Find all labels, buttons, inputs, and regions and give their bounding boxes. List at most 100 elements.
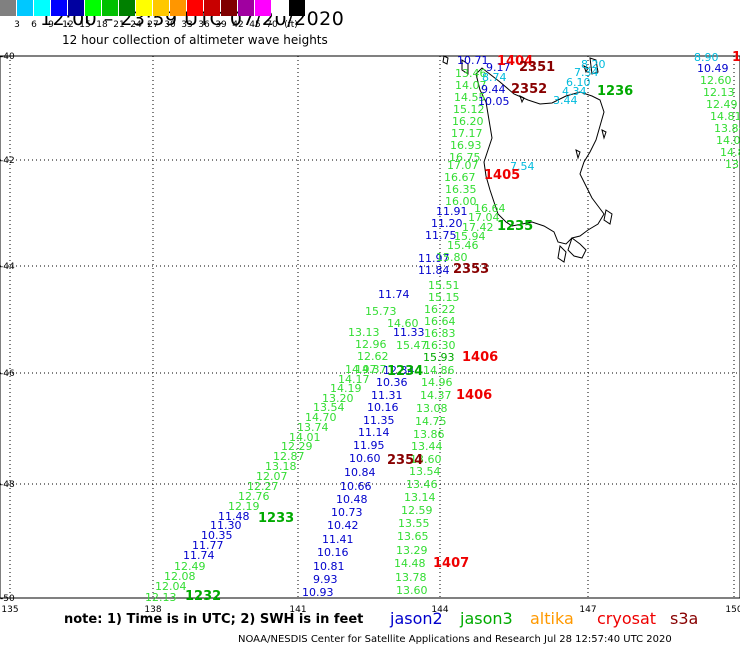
wave-height-value: 7.54 xyxy=(510,160,535,173)
wave-height-value: 8.90 xyxy=(694,51,719,64)
tasmania-coastline xyxy=(442,55,613,263)
wave-height-value: 12.29 xyxy=(281,440,313,453)
wave-height-value: 11.84 xyxy=(418,264,450,277)
pass-label: 1232 xyxy=(185,589,222,604)
scale-swatch xyxy=(204,0,220,16)
scale-swatch xyxy=(153,0,169,16)
wave-height-value: 12.08 xyxy=(164,570,196,583)
wave-height-value: 9.17 xyxy=(486,61,511,74)
lat-tick-label: -46 xyxy=(0,369,15,379)
wave-height-value: 15.47 xyxy=(396,339,428,352)
lon-tick-label: 150 xyxy=(725,605,740,615)
scale-label: 12 xyxy=(62,20,74,30)
legend-item-jason2: jason2 xyxy=(390,609,443,628)
wave-height-value: 13.46 xyxy=(455,67,487,80)
wave-height-value: 15.73 xyxy=(365,305,397,318)
wave-height-value: 16.64 xyxy=(424,315,456,328)
wave-height-value: 13.46 xyxy=(406,478,438,491)
wave-height-value: 8.74 xyxy=(482,71,507,84)
pass-label: 1234 xyxy=(387,364,424,379)
wave-height-value: 13.65 xyxy=(397,530,429,543)
wave-height-value: 10.81 xyxy=(313,560,345,573)
tasmania-outline xyxy=(475,67,605,245)
wave-height-value: 10.16 xyxy=(367,401,399,414)
wave-height-value: 4.34 xyxy=(562,85,587,98)
scale-swatch xyxy=(0,0,16,16)
wave-height-value: 10.71 xyxy=(457,54,489,67)
wave-height-value: 15.80 xyxy=(436,251,468,264)
legend-item-cryosat: cryosat xyxy=(597,609,657,628)
wave-height-value: 15.15 xyxy=(428,291,460,304)
wave-height-value: 6.10 xyxy=(566,76,591,89)
scale-swatch xyxy=(17,0,33,16)
wave-height-value: 14.55 xyxy=(454,91,486,104)
wave-height-value: 11.95 xyxy=(353,439,385,452)
wave-height-value: 16.35 xyxy=(445,183,477,196)
wave-height-value: 17.42 xyxy=(462,221,494,234)
pass-label: 1406 xyxy=(456,388,493,403)
wave-height-value: 17.07 xyxy=(447,159,479,172)
scale-swatch xyxy=(102,0,118,16)
scale-label: 21 xyxy=(113,20,125,30)
wave-height-value: 13.18 xyxy=(265,460,297,473)
maria-island xyxy=(603,209,613,225)
wave-height-value: 12.76 xyxy=(238,490,270,503)
wave-height-value: 11.75 xyxy=(425,229,457,242)
wave-height-value: 11.33 xyxy=(393,326,425,339)
footer-credit: NOAA/NESDIS Center for Satellite Applica… xyxy=(238,634,672,645)
wave-height-value: 15.94 xyxy=(454,230,486,243)
pass-label: 1404 xyxy=(497,54,534,69)
king-island xyxy=(461,59,469,75)
scale-label: 6 xyxy=(31,20,37,30)
wave-height-value: 12.59 xyxy=(401,504,433,517)
wave-height-value: 7.34 xyxy=(574,66,599,79)
wave-height-value: 13.08 xyxy=(416,402,448,415)
wave-height-value: 16.93 xyxy=(450,139,482,152)
wave-height-value: 11.14 xyxy=(358,426,390,439)
scale-label: 9 xyxy=(48,20,54,30)
lon-tick-label: 144 xyxy=(431,605,448,615)
legend-item-jason3: jason3 xyxy=(460,609,513,628)
pass-label: 1406 xyxy=(462,350,499,365)
wave-height-value: 10.66 xyxy=(340,480,372,493)
wave-height-value: 14.86 xyxy=(423,364,455,377)
wave-height-value: 16.67 xyxy=(444,171,476,184)
wave-height-value: 14.07 xyxy=(455,79,487,92)
wave-height-value: 13.74 xyxy=(297,421,329,434)
wave-height-value: 13.86 xyxy=(413,428,445,441)
wave-height-value: 10.84 xyxy=(344,466,376,479)
wave-height-value: 16.83 xyxy=(424,327,456,340)
wave-height-value: 14.75 xyxy=(415,415,447,428)
pass-label: 1407 xyxy=(433,556,470,571)
wave-height-value: 16.20 xyxy=(452,115,484,128)
scale-label: 30 xyxy=(164,20,176,30)
scale-label: 15 xyxy=(79,20,91,30)
wave-height-value: 13.13 xyxy=(348,326,380,339)
wave-height-value: 13.14 xyxy=(404,491,436,504)
wave-height-value: 3.44 xyxy=(553,94,578,107)
wave-height-value: 13.20 xyxy=(322,392,354,405)
scale-label: 39 xyxy=(215,20,227,30)
wave-height-value: 14.01 xyxy=(289,431,321,444)
wave-height-value: 14.37 xyxy=(355,363,387,376)
lat-tick-label: -44 xyxy=(0,262,15,272)
wave-height-value: 14.81 xyxy=(710,110,740,123)
scale-label: 18 xyxy=(96,20,108,30)
flinders-island xyxy=(589,57,599,75)
scale-label: 45 xyxy=(249,20,261,30)
wave-height-value: 16.30 xyxy=(424,339,456,352)
scale-label: 33 xyxy=(181,20,193,30)
scale-unit: (ft) xyxy=(284,20,298,30)
scale-swatch xyxy=(289,0,305,16)
wave-height-value: 11.48 xyxy=(218,510,250,523)
wave-height-value: 13.54 xyxy=(313,401,345,414)
scale-label: 42 xyxy=(232,20,244,30)
wave-height-value: 10.16 xyxy=(317,546,349,559)
wave-height-value: 11.35 xyxy=(363,414,395,427)
wave-height-value: 12.60 xyxy=(700,74,732,87)
islet-c xyxy=(583,65,589,74)
scale-swatch xyxy=(255,0,271,16)
legend-item-altika: altika xyxy=(530,609,574,628)
wave-height-value: 17.04 xyxy=(468,211,500,224)
scale-swatch xyxy=(221,0,237,16)
